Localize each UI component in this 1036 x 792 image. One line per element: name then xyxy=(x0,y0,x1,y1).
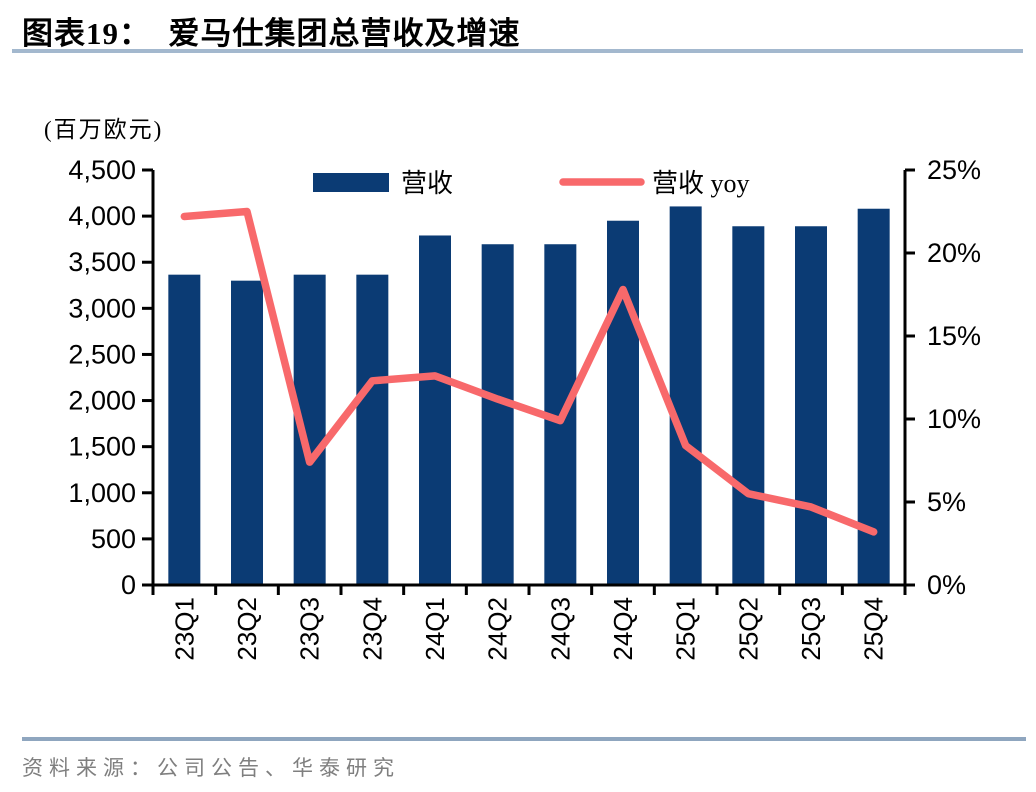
bar-24Q2 xyxy=(481,244,514,585)
bar-25Q3 xyxy=(795,226,827,585)
x-axis-tick-label: 24Q1 xyxy=(420,597,450,661)
x-axis-tick-label: 24Q3 xyxy=(545,597,575,661)
left-axis-tick-label: 3,500 xyxy=(68,247,136,277)
bar-23Q1 xyxy=(168,274,201,585)
x-axis-tick-label: 24Q2 xyxy=(483,597,513,661)
legend-bar-label: 营收 xyxy=(401,169,453,198)
left-axis-tick-label: 1,000 xyxy=(68,478,136,508)
left-axis-tick-label: 4,000 xyxy=(68,201,136,231)
x-axis-tick-label: 23Q4 xyxy=(357,597,387,661)
x-axis-tick-label: 25Q3 xyxy=(796,597,826,661)
left-axis-unit-label: (百万欧元) xyxy=(44,117,164,142)
x-axis-tick-label: 24Q4 xyxy=(608,597,638,661)
left-axis-tick-label: 500 xyxy=(91,524,136,554)
x-axis-tick-label: 23Q3 xyxy=(295,597,325,661)
bar-23Q4 xyxy=(356,274,389,585)
legend-line-label: 营收 yoy xyxy=(652,169,750,198)
right-axis-tick-label: 0% xyxy=(927,570,966,600)
left-axis-tick-label: 2,500 xyxy=(68,339,136,369)
left-axis-tick-label: 4,500 xyxy=(68,155,136,185)
bar-25Q2 xyxy=(732,226,765,585)
bar-24Q1 xyxy=(419,235,451,585)
footer-divider xyxy=(22,737,1026,741)
right-axis-tick-label: 15% xyxy=(927,321,981,351)
left-axis-tick-label: 1,500 xyxy=(68,432,136,462)
x-axis-tick-label: 25Q2 xyxy=(733,597,763,661)
bar-24Q4 xyxy=(607,220,639,585)
right-axis-tick-label: 10% xyxy=(927,404,981,434)
left-axis-tick-label: 2,000 xyxy=(68,386,136,416)
legend-bar-swatch xyxy=(313,173,389,192)
title-underline xyxy=(12,49,1023,53)
x-axis-tick-label: 23Q1 xyxy=(169,597,199,661)
source-text: 资料来源：公司公告、华泰研究 xyxy=(22,756,400,780)
x-axis-tick-label: 25Q4 xyxy=(859,597,889,661)
left-axis-tick-label: 3,000 xyxy=(68,293,136,323)
bar-25Q1 xyxy=(669,206,702,585)
right-axis-tick-label: 20% xyxy=(927,238,981,268)
yoy-line xyxy=(180,207,878,536)
left-axis-tick-label: 0 xyxy=(121,570,136,600)
right-axis-tick-label: 5% xyxy=(927,487,966,517)
right-axis-tick-label: 25% xyxy=(927,155,981,185)
x-axis-tick-label: 25Q1 xyxy=(671,597,701,661)
bar-25Q4 xyxy=(857,208,890,585)
chart-title: 图表19： 爱马仕集团总营收及增速 xyxy=(22,16,521,51)
x-axis-tick-label: 23Q2 xyxy=(232,597,262,661)
bar-23Q2 xyxy=(231,280,263,585)
